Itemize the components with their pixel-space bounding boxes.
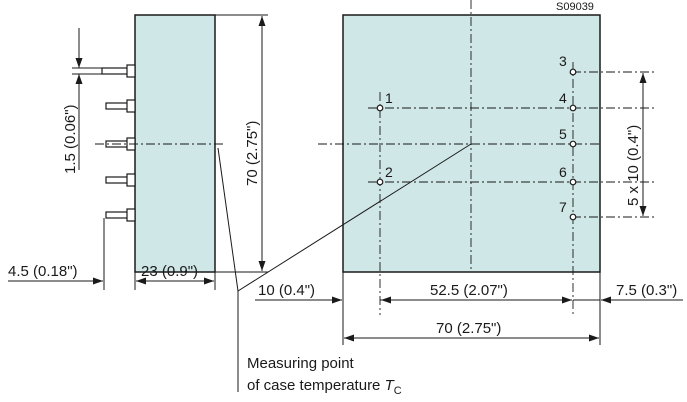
pin-label-7: 7 — [559, 199, 567, 215]
caption-symbol: T — [385, 377, 396, 394]
pin-label-4: 4 — [559, 90, 567, 106]
caption-subscript: C — [394, 385, 402, 397]
drawing-id: S09039 — [556, 1, 594, 13]
side-pin — [101, 64, 136, 78]
side-pin — [105, 173, 136, 187]
caption-line-2-text: of case temperature — [247, 377, 385, 394]
pin-column-distance-label: 52.5 (2.07") — [430, 282, 508, 299]
pin-label-2: 2 — [385, 164, 393, 180]
side-height-label: 70 (2.75") — [244, 121, 261, 186]
front-view: S09039 1 2 3 4 5 6 7 5 x 10 ( — [255, 0, 683, 345]
front-width-label: 70 (2.75") — [436, 320, 501, 337]
side-view-pins — [101, 64, 136, 222]
caption-line-2: of case temperature TC — [247, 377, 402, 397]
pin-hole-1 — [376, 104, 384, 112]
pin-label-6: 6 — [559, 164, 567, 180]
pin-overhang-label: 4.5 (0.18") — [8, 263, 78, 280]
side-view: 1.5 (0.06") 70 (2.75") 4.5 (0.18") 23 (0… — [8, 14, 268, 290]
caption-line-1: Measuring point — [247, 355, 355, 372]
left-offset-label: 10 (0.4") — [258, 282, 315, 299]
side-pin — [105, 208, 136, 222]
side-view-body — [134, 14, 216, 273]
pin-hole-6 — [569, 178, 577, 186]
pin-spacing-label: 1.5 (0.06") — [62, 104, 79, 174]
pin-hole-3 — [569, 68, 577, 76]
measuring-point-annotation: Measuring point of case temperature TC — [217, 143, 472, 397]
pin-label-1: 1 — [385, 90, 393, 106]
pin-label-3: 3 — [559, 53, 567, 69]
pin-hole-7 — [569, 213, 577, 221]
front-pin-holes — [376, 68, 577, 221]
pin-label-5: 5 — [559, 126, 567, 142]
pin-hole-4 — [569, 104, 577, 112]
front-view-body — [342, 14, 601, 273]
pin-hole-2 — [376, 178, 384, 186]
right-offset-label: 7.5 (0.3") — [616, 282, 677, 299]
pin-hole-5 — [569, 140, 577, 148]
side-depth-label: 23 (0.9") — [141, 263, 198, 280]
measuring-leader-line — [237, 143, 472, 292]
side-pin — [105, 99, 136, 113]
pin-pitch-label: 5 x 10 (0.4") — [625, 125, 642, 206]
